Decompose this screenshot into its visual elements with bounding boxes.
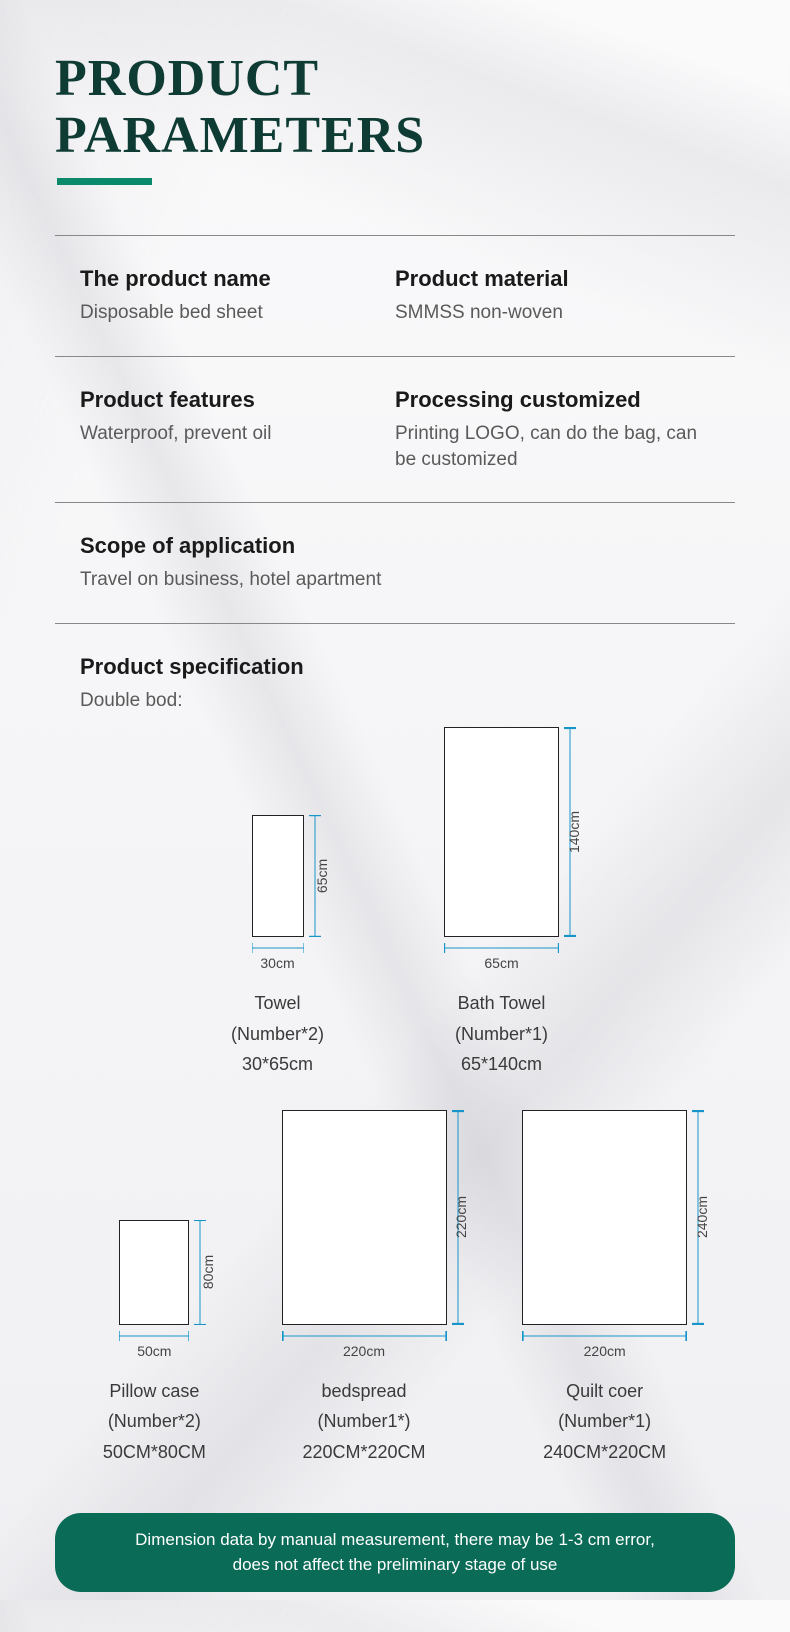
diagram-caption: bedspread(Number1*)220CM*220CM [282,1376,447,1468]
dimension-label-width: 50cm [137,1343,171,1359]
size-box [252,815,304,937]
dimension-label-height: 140cm [566,811,582,853]
diagram-box: 80cm50cm [119,1220,189,1325]
dimension-line-horizontal [282,1329,447,1341]
diagram-qty: (Number*2) [103,1406,206,1437]
param-item: Processing customized Printing LOGO, can… [395,387,710,472]
specification-section: Product specification Double bod: [55,624,735,712]
diagram-size: 30*65cm [231,1049,324,1080]
dimension-line-horizontal [444,941,559,953]
footer-note: Dimension data by manual measurement, th… [55,1513,735,1592]
dimension-label-width: 220cm [584,1343,626,1359]
diagram-item: 140cm65cm Bath Towel(Number*1)65*140cm [444,727,559,1080]
param-item: The product name Disposable bed sheet [80,266,395,326]
spec-title: Product specification [80,654,710,680]
diagram-item: 80cm50cm Pillow case(Number*2)50CM*80CM [103,1220,206,1468]
diagram-caption: Bath Towel(Number*1)65*140cm [444,988,559,1080]
dimension-label-height: 80cm [200,1255,216,1289]
dimension-line-horizontal [119,1329,189,1341]
param-item: Product material SMMSS non-woven [395,266,710,326]
diagram-name: Towel [231,988,324,1019]
param-row: The product name Disposable bed sheet Pr… [55,236,735,356]
title-underline [57,178,152,185]
dimension-label-width: 30cm [260,955,294,971]
diagram-qty: (Number*1) [444,1019,559,1050]
diagram-box: 65cm30cm [252,815,304,937]
diagram-qty: (Number*1) [522,1406,687,1437]
size-box [282,1110,447,1325]
param-value: Travel on business, hotel apartment [80,567,700,593]
dimension-label-height: 220cm [453,1196,469,1238]
diagram-size: 220CM*220CM [282,1437,447,1468]
footer-line1: Dimension data by manual measurement, th… [135,1530,655,1549]
diagram-size: 50CM*80CM [103,1437,206,1468]
diagram-caption: Quilt coer(Number*1)240CM*220CM [522,1376,687,1468]
param-value: Waterproof, prevent oil [80,421,385,447]
diagram-caption: Towel(Number*2)30*65cm [231,988,324,1080]
page-title-line2: PARAMETERS [55,107,735,164]
param-item: Scope of application Travel on business,… [80,533,710,593]
param-label: Scope of application [80,533,700,559]
param-label: Product features [80,387,385,413]
param-label: The product name [80,266,385,292]
diagram-qty: (Number1*) [282,1406,447,1437]
size-box [522,1110,687,1325]
dimension-label-height: 65cm [314,859,330,893]
diagram-name: bedspread [282,1376,447,1407]
diagram-name: Bath Towel [444,988,559,1019]
dimension-line-horizontal [522,1329,687,1341]
page-title-block: PRODUCT PARAMETERS [55,50,735,185]
size-box [119,1220,189,1325]
param-row: Product features Waterproof, prevent oil… [55,357,735,502]
diagram-name: Quilt coer [522,1376,687,1407]
page-title-line1: PRODUCT [55,50,735,107]
diagram-name: Pillow case [103,1376,206,1407]
diagram-item: 65cm30cm Towel(Number*2)30*65cm [231,815,324,1080]
diagram-box: 240cm220cm [522,1110,687,1325]
diagram-qty: (Number*2) [231,1019,324,1050]
diagrams-row-1: 65cm30cmTowel(Number*2)30*65cm140cm65cmB… [55,727,735,1080]
param-item: Product features Waterproof, prevent oil [80,387,395,472]
diagram-item: 240cm220cm Quilt coer(Number*1)240CM*220C… [522,1110,687,1468]
page: PRODUCT PARAMETERS The product name Disp… [0,0,790,1632]
spec-subtitle: Double bod: [80,690,710,712]
dimension-label-width: 65cm [484,955,518,971]
diagram-item: 220cm220cm bedspread(Number1*)220CM*220CM [282,1110,447,1468]
diagram-box: 220cm220cm [282,1110,447,1325]
dimension-label-width: 220cm [343,1343,385,1359]
diagram-caption: Pillow case(Number*2)50CM*80CM [103,1376,206,1468]
diagrams-row-2: 80cm50cmPillow case(Number*2)50CM*80CM22… [55,1110,735,1468]
param-row: Scope of application Travel on business,… [55,503,735,623]
param-label: Processing customized [395,387,700,413]
size-box [444,727,559,937]
parameters-section: The product name Disposable bed sheet Pr… [55,235,735,624]
param-label: Product material [395,266,700,292]
param-value: Printing LOGO, can do the bag, can be cu… [395,421,700,472]
diagram-box: 140cm65cm [444,727,559,937]
diagram-size: 65*140cm [444,1049,559,1080]
dimension-label-height: 240cm [694,1196,710,1238]
footer-line2: does not affect the preliminary stage of… [233,1555,558,1574]
diagram-size: 240CM*220CM [522,1437,687,1468]
param-value: Disposable bed sheet [80,300,385,326]
dimension-line-horizontal [252,941,304,953]
param-value: SMMSS non-woven [395,300,700,326]
